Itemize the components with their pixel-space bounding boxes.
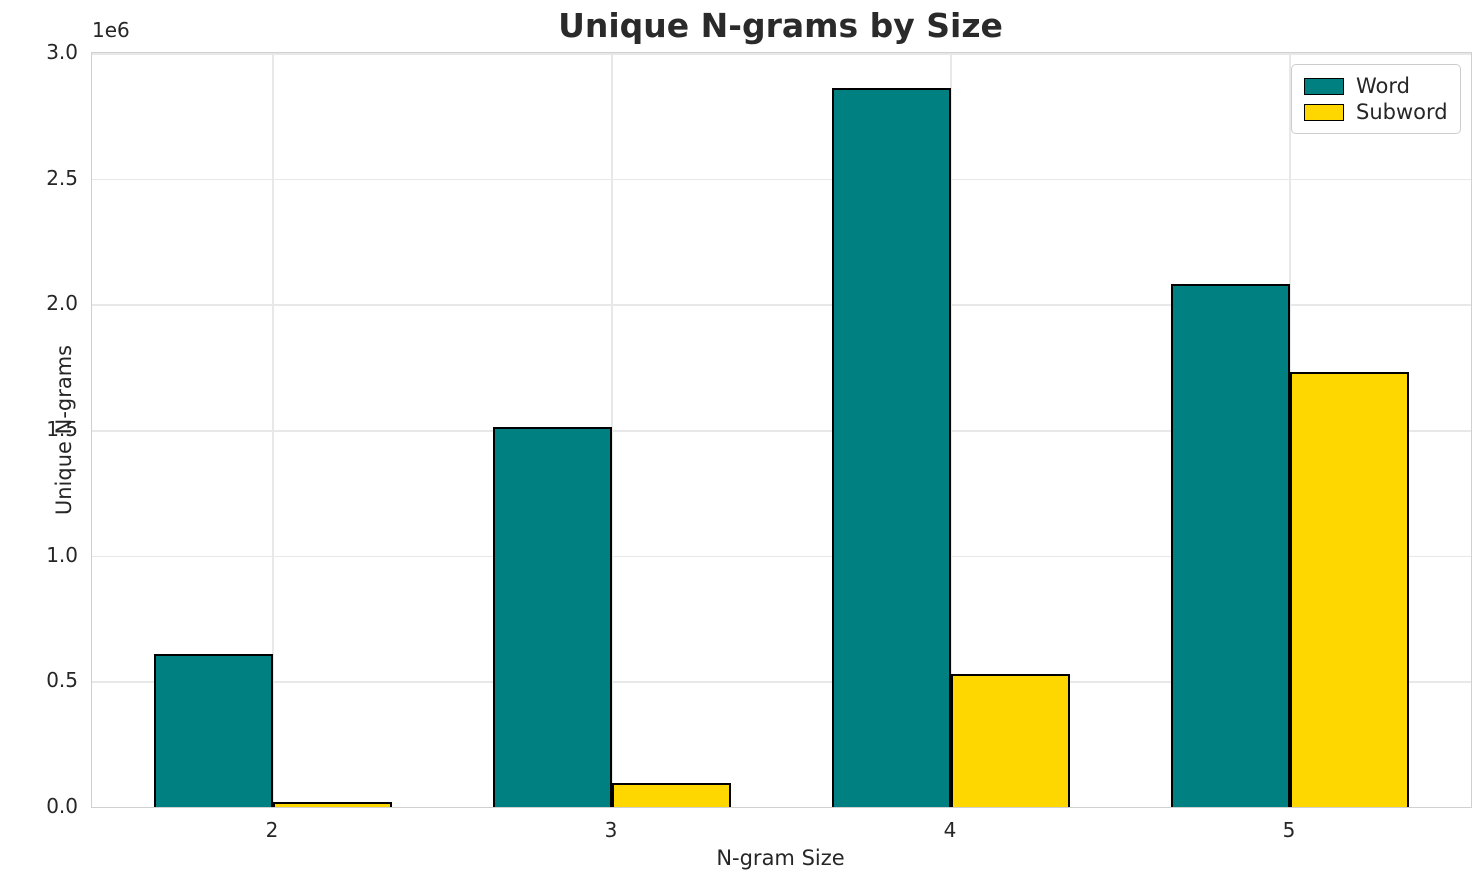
y-axis-label: Unique N-grams xyxy=(52,344,76,516)
legend-label-subword: Subword xyxy=(1356,100,1448,124)
gridline-v xyxy=(272,53,274,807)
subword-swatch-icon xyxy=(1304,103,1344,121)
bar-word-2 xyxy=(154,653,273,807)
y-tick-label: 2.0 xyxy=(46,291,78,316)
bar-word-3 xyxy=(493,427,612,807)
x-tick-label: 5 xyxy=(1282,818,1296,842)
word-swatch-icon xyxy=(1304,77,1344,95)
bar-subword-3 xyxy=(612,783,731,807)
gridline-h xyxy=(92,430,1471,432)
legend-item-subword: Subword xyxy=(1304,99,1448,125)
gridline-h xyxy=(92,681,1471,683)
bar-word-4 xyxy=(832,88,951,807)
y-axis-offset-label: 1e6 xyxy=(92,18,130,42)
bar-subword-5 xyxy=(1290,372,1409,807)
y-tick-label: 1.5 xyxy=(46,417,78,441)
y-tick-label: 2.5 xyxy=(46,165,78,190)
gridline-h xyxy=(92,53,1471,55)
bar-subword-4 xyxy=(951,673,1070,807)
chart-title: Unique N-grams by Size xyxy=(558,6,1003,45)
x-axis-label: N-gram Size xyxy=(716,846,845,870)
x-tick-label: 3 xyxy=(604,818,618,842)
bar-word-5 xyxy=(1171,284,1290,807)
plot-area xyxy=(91,52,1472,808)
gridline-v xyxy=(950,53,952,807)
legend-label-word: Word xyxy=(1356,74,1410,98)
x-tick-label: 4 xyxy=(943,818,957,842)
legend: Word Subword xyxy=(1291,64,1461,134)
bar-subword-2 xyxy=(273,801,392,807)
gridline-h xyxy=(92,178,1471,181)
x-tick-label: 2 xyxy=(265,818,279,842)
y-tick-label: 0.5 xyxy=(46,668,78,693)
gridline-v xyxy=(611,53,613,807)
y-tick-label: 0.0 xyxy=(46,794,78,818)
legend-item-word: Word xyxy=(1304,73,1448,99)
y-tick-label: 1.0 xyxy=(46,542,78,567)
y-tick-label: 3.0 xyxy=(46,40,78,64)
gridline-h xyxy=(92,555,1471,558)
gridline-h xyxy=(92,304,1471,306)
